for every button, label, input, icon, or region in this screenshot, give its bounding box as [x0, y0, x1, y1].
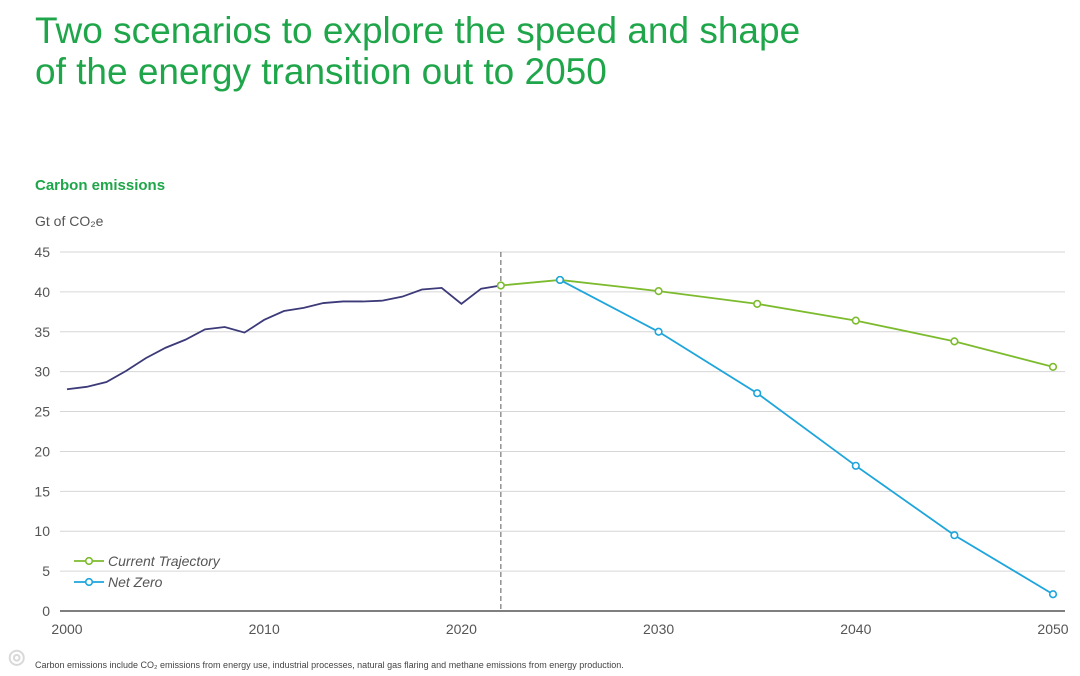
y-tick-label: 30: [34, 364, 50, 380]
x-tick-label: 2010: [249, 621, 280, 637]
legend-marker: [84, 556, 94, 566]
page-title: Two scenarios to explore the speed and s…: [35, 10, 800, 92]
title-line-2: of the energy transition out to 2050: [35, 51, 607, 92]
x-tick-label: 2050: [1037, 621, 1068, 637]
watermark-logo: ◎: [8, 646, 26, 668]
title-line-1: Two scenarios to explore the speed and s…: [35, 10, 801, 51]
y-tick-label: 40: [34, 284, 50, 300]
data-point: [950, 337, 959, 346]
legend-marker: [84, 577, 94, 587]
x-tick-label: 2030: [643, 621, 674, 637]
data-point: [851, 316, 860, 325]
y-axis-label: Gt of CO₂e: [35, 213, 104, 229]
series-line-net-zero: [559, 279, 1054, 596]
y-tick-label: 5: [42, 563, 50, 579]
y-tick-label: 45: [34, 244, 50, 260]
data-point: [851, 461, 860, 470]
data-point: [1048, 362, 1058, 371]
chart-title: Carbon emissions: [35, 177, 166, 194]
data-point: [654, 327, 663, 336]
x-tick-label: 2040: [840, 621, 871, 637]
data-point: [1048, 590, 1058, 599]
series-line-historical: [66, 284, 501, 391]
data-point: [753, 299, 762, 308]
y-tick-label: 20: [34, 443, 50, 459]
data-point: [950, 531, 959, 540]
legend-label: Net Zero: [108, 574, 163, 590]
data-point: [753, 389, 762, 398]
y-tick-label: 15: [34, 483, 50, 499]
x-tick-label: 2000: [51, 621, 82, 637]
footnote: Carbon emissions include CO₂ emissions f…: [35, 660, 624, 670]
y-tick-label: 25: [34, 404, 50, 420]
legend-label: Current Trajectory: [108, 553, 221, 569]
data-point: [496, 281, 505, 290]
data-point: [654, 286, 663, 296]
y-tick-label: 10: [34, 523, 50, 539]
x-tick-label: 2020: [446, 621, 477, 637]
y-tick-label: 35: [34, 324, 50, 340]
y-tick-label: 0: [42, 603, 50, 619]
data-point: [555, 275, 565, 285]
